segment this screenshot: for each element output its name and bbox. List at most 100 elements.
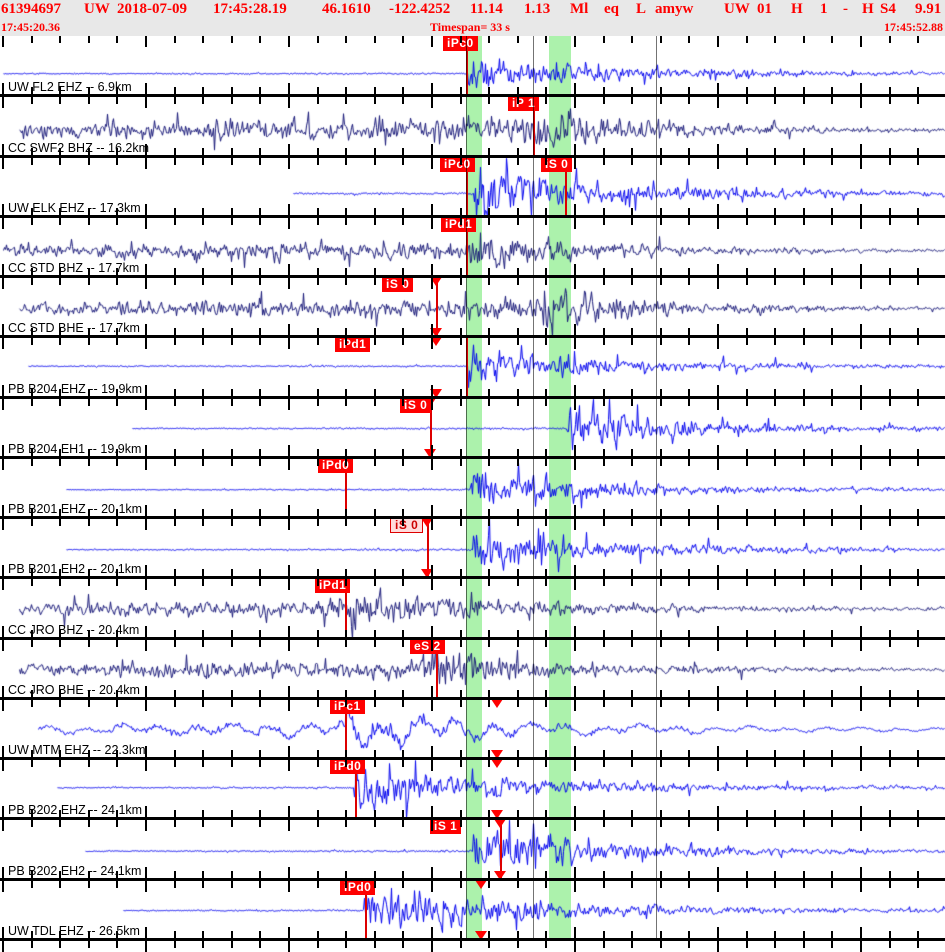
- axis-tick: [88, 871, 90, 878]
- pick-label[interactable]: iS 0: [400, 398, 432, 413]
- axis-tick: [746, 328, 748, 335]
- amplitude-marker[interactable]: [430, 337, 442, 346]
- waveform-TDL-EHZ[interactable]: [0, 880, 945, 940]
- pick-line[interactable]: [345, 699, 347, 759]
- pick-label[interactable]: iPc1: [330, 699, 365, 714]
- axis-tick: [860, 640, 862, 651]
- waveform-B201-EH2[interactable]: [0, 518, 945, 578]
- axis-tick: [59, 760, 61, 767]
- trace-row[interactable]: iPd0 PB B201 EHZ -- 20.1km: [0, 458, 945, 518]
- pick-label[interactable]: iPc0: [440, 157, 475, 172]
- trace-row[interactable]: iPc0 iS 0 UW ELK EHZ -- 17.3km: [0, 157, 945, 217]
- trace-row[interactable]: iPc1 UW MTM EHZ -- 22.3km: [0, 699, 945, 759]
- pick-line[interactable]: [466, 36, 468, 96]
- waveform-MTM-EHZ[interactable]: [0, 699, 945, 759]
- trace-row[interactable]: iPd1 PB B204 EHZ -- 19.9km: [0, 337, 945, 398]
- amplitude-marker-lower[interactable]: [491, 810, 503, 819]
- pick-line[interactable]: [466, 157, 468, 217]
- amplitude-marker-lower[interactable]: [494, 871, 506, 880]
- axis-tick: [889, 569, 891, 576]
- axis-tick: [545, 208, 547, 215]
- pick-label[interactable]: iPd1: [315, 578, 351, 593]
- axis-tick: [431, 97, 433, 108]
- axis-tick: [860, 204, 862, 215]
- pick-line[interactable]: [436, 277, 438, 337]
- trace-row[interactable]: iS 0 PB B201 EH2 -- 20.1km: [0, 518, 945, 578]
- trace-row[interactable]: iS 0 CC STD BHE -- 17.7km: [0, 277, 945, 337]
- axis-tick: [660, 399, 662, 406]
- pick-line[interactable]: [466, 337, 468, 398]
- axis-tick: [603, 158, 605, 165]
- amplitude-marker[interactable]: [494, 819, 506, 828]
- amplitude-marker[interactable]: [421, 518, 433, 527]
- amplitude-marker[interactable]: [491, 759, 503, 768]
- axis-tick: [574, 760, 576, 771]
- axis-tick: [345, 519, 347, 526]
- pick-line[interactable]: [466, 217, 468, 277]
- amplitude-marker[interactable]: [475, 880, 487, 889]
- axis-tick: [774, 640, 776, 647]
- pick-line[interactable]: [427, 518, 429, 578]
- pick-line[interactable]: [430, 398, 432, 458]
- trace-row[interactable]: iPd0 PB B202 EHZ -- 24.1km: [0, 759, 945, 819]
- amplitude-marker-lower[interactable]: [475, 931, 487, 940]
- axis-tick-top: [317, 36, 319, 43]
- amplitude-marker-lower[interactable]: [491, 750, 503, 759]
- pick-label[interactable]: iS 0: [390, 518, 424, 533]
- pick-line[interactable]: [436, 639, 438, 699]
- axis-tick: [231, 338, 233, 345]
- trace-row[interactable]: iPd1 CC STD BHZ -- 17.7km: [0, 217, 945, 277]
- trace-row[interactable]: iS 1 PB B202 EH2 -- 24.1km: [0, 819, 945, 880]
- trace-row[interactable]: iPd1 CC JRO BHZ -- 20.4km: [0, 578, 945, 639]
- pick-label[interactable]: iS 0: [541, 157, 573, 172]
- trace-stack[interactable]: iPc0 UW FL2 EHZ -- 6.9km iP 1 CC SWF2 BHZ -…: [0, 36, 945, 952]
- pick-label[interactable]: iPd0: [340, 880, 376, 895]
- axis-tick: [574, 820, 576, 831]
- amplitude-marker[interactable]: [430, 277, 442, 286]
- waveform-B204-EH1[interactable]: [0, 398, 945, 458]
- pick-label[interactable]: iP 1: [508, 96, 540, 111]
- pick-label[interactable]: iS 1: [430, 819, 462, 834]
- waveform-JRO-BHE[interactable]: [0, 639, 945, 699]
- trace-row[interactable]: iPd0 UW TDL EHZ -- 26.5km: [0, 880, 945, 940]
- waveform-B201-EHZ[interactable]: [0, 458, 945, 518]
- amplitude-marker[interactable]: [424, 398, 436, 407]
- pick-line[interactable]: [565, 157, 567, 217]
- pick-line[interactable]: [533, 96, 535, 157]
- pick-label[interactable]: iPd1: [441, 217, 477, 232]
- waveform-B202-EH2[interactable]: [0, 819, 945, 880]
- row-separator: [0, 637, 945, 640]
- pick-label[interactable]: eS 2: [410, 639, 445, 654]
- trace-row[interactable]: eS 2 CC JRO BHE -- 20.4km: [0, 639, 945, 699]
- amplitude-marker-lower[interactable]: [421, 569, 433, 578]
- axis-tick: [2, 83, 4, 94]
- waveform-SWF2-BHZ[interactable]: [0, 96, 945, 157]
- trace-row[interactable]: iP 1 CC SWF2 BHZ -- 16.2km: [0, 96, 945, 157]
- axis-tick: [660, 208, 662, 215]
- pick-label[interactable]: iPd0: [318, 458, 354, 473]
- axis-tick: [889, 640, 891, 647]
- waveform-STD-BHE[interactable]: [0, 277, 945, 337]
- trace-row[interactable]: iS 0 PB B204 EH1 -- 19.9km: [0, 398, 945, 458]
- axis-tick: [460, 148, 462, 155]
- pick-label[interactable]: iPd0: [330, 759, 366, 774]
- axis-tick: [202, 941, 204, 948]
- waveform-B202-EHZ[interactable]: [0, 759, 945, 819]
- amplitude-marker[interactable]: [491, 699, 503, 708]
- pick-line[interactable]: [345, 578, 347, 639]
- waveform-JRO-BHZ[interactable]: [0, 578, 945, 639]
- axis-tick: [2, 519, 4, 530]
- pick-line[interactable]: [345, 458, 347, 518]
- amplitude-marker-lower[interactable]: [424, 449, 436, 458]
- pick-label[interactable]: iPd1: [335, 337, 371, 352]
- pick-label[interactable]: iS 0: [382, 277, 414, 292]
- axis-tick: [746, 941, 748, 948]
- pick-line[interactable]: [365, 880, 367, 940]
- axis-tick: [145, 505, 147, 516]
- amplitude-marker-lower[interactable]: [430, 328, 442, 337]
- amplitude-marker-lower[interactable]: [430, 389, 442, 398]
- pick-line[interactable]: [500, 819, 502, 880]
- axis-tick: [2, 820, 4, 831]
- waveform-B204-EHZ[interactable]: [0, 337, 945, 398]
- pick-line[interactable]: [355, 759, 357, 819]
